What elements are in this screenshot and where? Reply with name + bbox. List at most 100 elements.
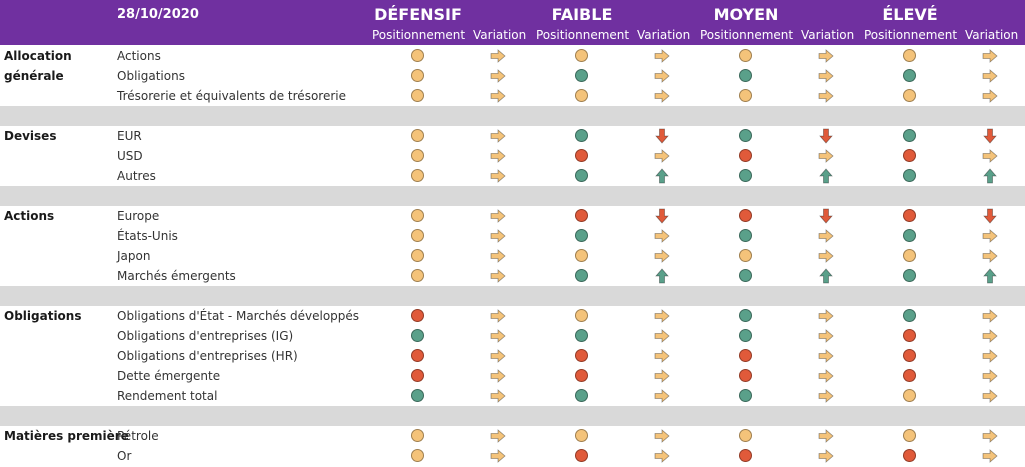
- arrow-right-icon: [818, 249, 834, 263]
- arrow-up-icon: [983, 268, 997, 284]
- table-row: Matières première Pétrole: [0, 426, 1025, 446]
- position-indicator-icon: [411, 149, 424, 162]
- table-row: Japon: [0, 246, 1025, 266]
- position-indicator-icon: [575, 389, 588, 402]
- arrow-right-icon: [818, 449, 834, 463]
- asset-label: Europe: [117, 209, 160, 223]
- arrow-right-icon: [490, 229, 506, 243]
- position-indicator-icon: [739, 389, 752, 402]
- asset-label: États-Unis: [117, 229, 178, 243]
- arrow-right-icon: [490, 269, 506, 283]
- arrow-right-icon: [982, 49, 998, 63]
- arrow-right-icon: [982, 89, 998, 103]
- position-indicator-icon: [411, 269, 424, 282]
- profile-header-4: ÉLEVÉ Positionnement Variation: [828, 0, 1018, 45]
- position-indicator-icon: [903, 49, 916, 62]
- position-indicator-icon: [575, 89, 588, 102]
- position-indicator-icon: [411, 209, 424, 222]
- arrow-right-icon: [818, 329, 834, 343]
- asset-label: Japon: [117, 249, 151, 263]
- arrow-right-icon: [818, 89, 834, 103]
- category-label: Matières première: [4, 429, 129, 443]
- asset-label: Obligations d'entreprises (HR): [117, 349, 298, 363]
- position-indicator-icon: [575, 369, 588, 382]
- position-indicator-icon: [739, 149, 752, 162]
- position-indicator-icon: [903, 129, 916, 142]
- arrow-right-icon: [982, 149, 998, 163]
- position-indicator-icon: [903, 369, 916, 382]
- position-indicator-icon: [575, 69, 588, 82]
- section-separator: [0, 186, 1025, 206]
- arrow-right-icon: [490, 449, 506, 463]
- position-indicator-icon: [411, 89, 424, 102]
- arrow-right-icon: [490, 309, 506, 323]
- position-indicator-icon: [903, 429, 916, 442]
- arrow-right-icon: [982, 329, 998, 343]
- position-indicator-icon: [575, 349, 588, 362]
- arrow-right-icon: [654, 369, 670, 383]
- position-indicator-icon: [739, 89, 752, 102]
- arrow-right-icon: [490, 429, 506, 443]
- arrow-right-icon: [490, 329, 506, 343]
- arrow-up-icon: [983, 168, 997, 184]
- table-row: Obligations d'entreprises (HR): [0, 346, 1025, 366]
- position-indicator-icon: [575, 449, 588, 462]
- position-indicator-icon: [411, 349, 424, 362]
- arrow-right-icon: [982, 449, 998, 463]
- position-indicator-icon: [739, 429, 752, 442]
- position-indicator-icon: [739, 329, 752, 342]
- position-indicator-icon: [739, 269, 752, 282]
- position-indicator-icon: [411, 329, 424, 342]
- arrow-right-icon: [818, 229, 834, 243]
- asset-label: Rendement total: [117, 389, 218, 403]
- position-indicator-icon: [739, 69, 752, 82]
- position-indicator-icon: [575, 49, 588, 62]
- position-indicator-icon: [739, 169, 752, 182]
- position-indicator-icon: [411, 129, 424, 142]
- section-separator: [0, 286, 1025, 306]
- position-indicator-icon: [739, 209, 752, 222]
- report-date: 28/10/2020: [117, 7, 199, 22]
- arrow-right-icon: [654, 349, 670, 363]
- arrow-right-icon: [654, 429, 670, 443]
- position-indicator-icon: [411, 169, 424, 182]
- arrow-right-icon: [654, 89, 670, 103]
- variation-column-header: Variation: [637, 28, 691, 42]
- position-indicator-icon: [575, 229, 588, 242]
- table-row: USD: [0, 146, 1025, 166]
- profile-header-2: FAIBLE Positionnement Variation: [500, 0, 690, 45]
- arrow-right-icon: [818, 349, 834, 363]
- arrow-down-icon: [983, 128, 997, 144]
- position-indicator-icon: [411, 389, 424, 402]
- position-indicator-icon: [903, 269, 916, 282]
- positionnement-column-header: Positionnement: [372, 28, 466, 42]
- position-indicator-icon: [903, 449, 916, 462]
- position-indicator-icon: [575, 309, 588, 322]
- arrow-right-icon: [490, 49, 506, 63]
- arrow-up-icon: [819, 168, 833, 184]
- section-separator: [0, 106, 1025, 126]
- position-indicator-icon: [575, 129, 588, 142]
- asset-label: USD: [117, 149, 143, 163]
- table-row: Obligations Obligations d'État - Marchés …: [0, 306, 1025, 326]
- arrow-right-icon: [654, 309, 670, 323]
- asset-label: Or: [117, 449, 132, 463]
- arrow-right-icon: [654, 49, 670, 63]
- position-indicator-icon: [411, 429, 424, 442]
- arrow-down-icon: [983, 208, 997, 224]
- arrow-right-icon: [982, 389, 998, 403]
- variation-column-header: Variation: [965, 28, 1019, 42]
- category-label: Allocation générale: [4, 49, 72, 83]
- arrow-right-icon: [982, 249, 998, 263]
- position-indicator-icon: [739, 309, 752, 322]
- table-row: Or: [0, 446, 1025, 466]
- asset-label: Obligations d'entreprises (IG): [117, 329, 294, 343]
- position-indicator-icon: [575, 209, 588, 222]
- arrow-right-icon: [490, 349, 506, 363]
- arrow-up-icon: [655, 168, 669, 184]
- position-indicator-icon: [411, 229, 424, 242]
- table-row: Trésorerie et équivalents de trésorerie: [0, 86, 1025, 106]
- positionnement-column-header: Positionnement: [864, 28, 958, 42]
- category-label: Devises: [4, 129, 57, 143]
